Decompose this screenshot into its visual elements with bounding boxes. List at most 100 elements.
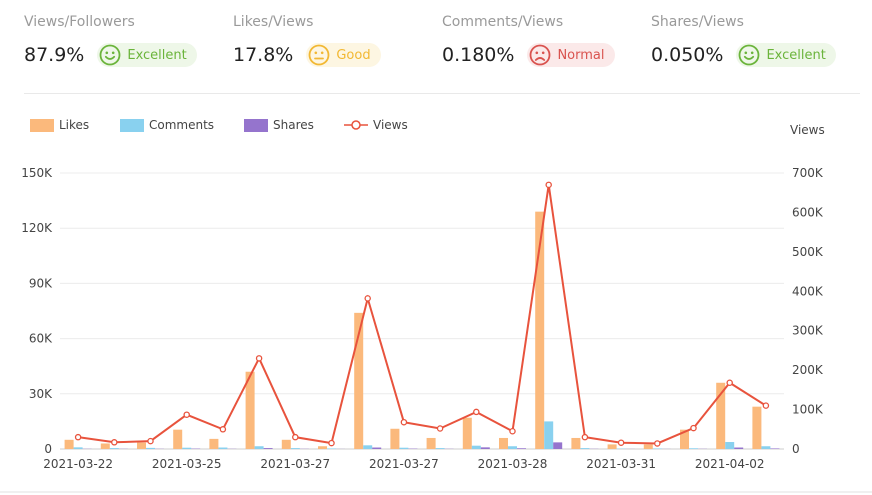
- bar-likes: [535, 211, 545, 449]
- bar-shares: [480, 447, 490, 449]
- bar-likes: [462, 417, 472, 449]
- y2-tick-label: 100K: [792, 403, 824, 417]
- x-tick-label: 2021-04-02: [695, 457, 765, 471]
- bar-comments: [508, 446, 517, 449]
- bottom-divider: [0, 491, 872, 493]
- bar-shares: [517, 448, 526, 449]
- stat-label: Shares/Views: [651, 14, 744, 30]
- x-tick-label: 2021-03-25: [152, 457, 222, 471]
- bar-likes: [281, 439, 291, 449]
- bar-comments: [471, 445, 481, 449]
- legend-swatch: [244, 119, 268, 132]
- views-point: [581, 433, 589, 441]
- bar-comments: [363, 445, 373, 449]
- views-point: [509, 428, 516, 435]
- bar-likes: [426, 437, 436, 449]
- legend-label: Views: [373, 118, 408, 132]
- bar-likes: [680, 429, 689, 449]
- bar-likes: [245, 371, 255, 449]
- bar-likes: [607, 444, 617, 449]
- bar-comments: [399, 447, 409, 449]
- bar-likes: [643, 444, 653, 449]
- bar-shares: [770, 448, 780, 449]
- y-tick-label: 90K: [29, 276, 53, 290]
- smile-icon: [99, 44, 121, 66]
- divider: [24, 93, 860, 94]
- legend-swatch-marker: [351, 120, 361, 130]
- bar-likes: [209, 438, 219, 449]
- bar-likes: [354, 312, 364, 449]
- y2-axis-title: Views: [790, 123, 825, 137]
- x-tick-label: 2021-03-28: [478, 457, 548, 471]
- bar-shares: [263, 448, 273, 449]
- views-point: [726, 379, 733, 387]
- views-point: [436, 425, 444, 432]
- views-line: [77, 184, 767, 445]
- stat-label: Comments/Views: [442, 14, 564, 30]
- bar-comments: [689, 448, 698, 449]
- y-tick-label: 60K: [29, 332, 53, 346]
- bar-comments: [725, 442, 735, 449]
- x-tick-label: 2021-03-27: [260, 457, 330, 471]
- views-point: [328, 439, 335, 447]
- rating-badge: Excellent: [736, 43, 836, 67]
- rating-badge: Excellent: [97, 43, 197, 67]
- y2-tick-label: 400K: [792, 284, 824, 298]
- y2-tick-label: 600K: [792, 205, 824, 219]
- views-point: [255, 355, 263, 362]
- views-point: [364, 295, 371, 302]
- stat-value: 87.9%: [24, 44, 85, 66]
- y-tick-label: 120K: [21, 221, 53, 235]
- views-point: [400, 418, 408, 426]
- bar-likes: [390, 428, 400, 449]
- bar-comments: [435, 448, 445, 449]
- y-tick-label: 0: [44, 442, 52, 456]
- bar-comments: [218, 447, 228, 449]
- bar-comments: [254, 446, 264, 449]
- bar-likes: [64, 439, 74, 449]
- y2-tick-label: 200K: [792, 363, 824, 377]
- stat-value: 17.8%: [233, 44, 294, 66]
- bar-shares: [734, 447, 744, 449]
- y2-tick-label: 300K: [792, 324, 824, 338]
- rating-text: Good: [336, 47, 371, 63]
- bar-likes: [318, 446, 327, 449]
- y2-tick-label: 500K: [792, 245, 824, 259]
- stat-shares-views: Shares/Views 0.050% Excellent: [651, 14, 836, 67]
- bar-comments: [761, 446, 771, 449]
- y-tick-label: 150K: [21, 166, 53, 180]
- rating-text: Excellent: [766, 47, 826, 63]
- views-point: [654, 440, 661, 447]
- bar-comments: [544, 421, 554, 449]
- smile-icon: [739, 44, 760, 66]
- legend-label: Shares: [273, 118, 314, 132]
- bar-likes: [100, 443, 110, 449]
- legend-label: Likes: [59, 118, 89, 132]
- bar-comments: [182, 447, 192, 449]
- neutral-icon: [308, 44, 330, 66]
- y-tick-label: 30K: [29, 387, 53, 401]
- rating-text: Excellent: [127, 47, 187, 63]
- legend-label: Comments: [149, 118, 214, 132]
- views-point: [545, 181, 552, 189]
- stat-value: 0.180%: [442, 44, 515, 66]
- views-point: [147, 437, 154, 445]
- bar-comments: [580, 448, 590, 449]
- bar-likes: [499, 437, 508, 449]
- bar-shares: [553, 442, 563, 449]
- legend-swatch: [120, 119, 144, 132]
- rating-badge: Good: [306, 43, 381, 67]
- engagement-chart: 0 30K 60K 90K 120K 150K 0 100K 200K 300K 400K 500K 6…: [21, 118, 825, 471]
- stat-views-followers: Views/Followers 87.9% Excellent: [24, 14, 197, 67]
- bar-comments: [290, 448, 300, 449]
- views-point: [473, 408, 480, 416]
- bar-likes: [137, 442, 146, 449]
- bar-comments: [327, 448, 336, 449]
- stat-label: Likes/Views: [233, 14, 314, 30]
- bar-likes: [716, 382, 726, 449]
- stat-value: 0.050%: [651, 44, 724, 66]
- rating-text: Normal: [557, 47, 605, 63]
- bar-comments: [73, 447, 83, 449]
- x-tick-label: 2021-03-22: [43, 457, 113, 471]
- rating-badge: Normal: [527, 43, 615, 67]
